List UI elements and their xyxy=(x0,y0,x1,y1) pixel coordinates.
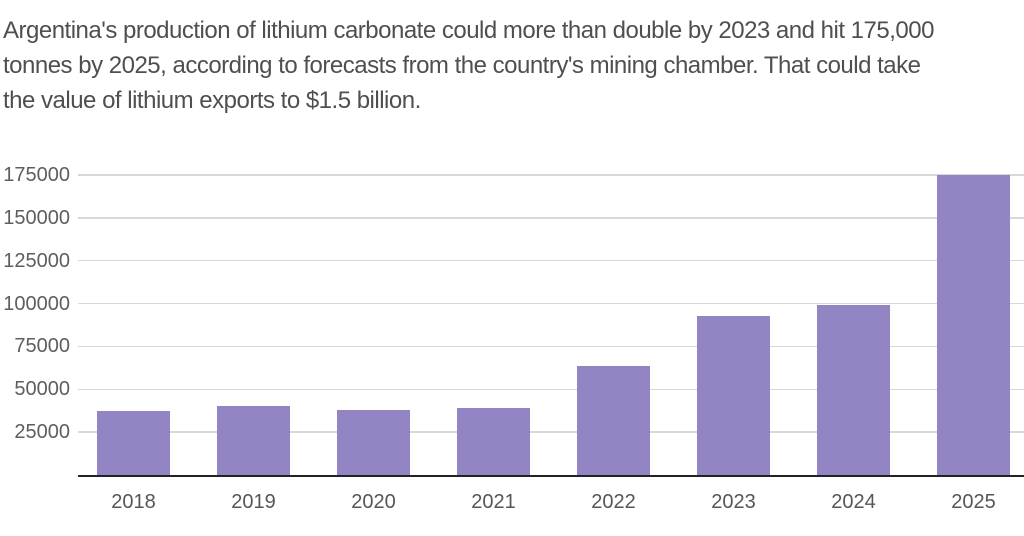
x-axis-tick-label-2023: 2023 xyxy=(711,491,756,513)
y-axis-tick-label-25000: 25000 xyxy=(14,421,70,444)
gridline-75000 xyxy=(78,345,1024,348)
gridline-50000 xyxy=(78,388,1024,391)
y-axis-tick-label-100000: 100000 xyxy=(3,292,70,315)
bar-2025 xyxy=(937,175,1010,475)
y-axis-tick-label-175000: 175000 xyxy=(3,164,70,186)
gridline-175000 xyxy=(78,174,1024,176)
y-axis-tick-label-150000: 150000 xyxy=(3,206,70,229)
gridline-125000 xyxy=(78,259,1024,262)
bar-2020 xyxy=(337,409,410,475)
y-axis-tick-label-50000: 50000 xyxy=(14,378,70,401)
x-axis-tick-label-2020: 2020 xyxy=(351,491,396,513)
bar-2019 xyxy=(217,406,290,475)
x-axis-tick-label-2025: 2025 xyxy=(951,491,996,513)
x-axis-tick-label-2018: 2018 xyxy=(111,491,156,513)
chart-description-line-2: tonnes by 2025, according to forecasts f… xyxy=(3,52,921,79)
chart-description-line-3: the value of lithium exports to $1.5 bil… xyxy=(3,87,421,114)
gridline-100000 xyxy=(78,302,1024,305)
x-axis-tick-label-2019: 2019 xyxy=(231,491,276,513)
x-axis-line xyxy=(78,474,1024,477)
x-axis-tick-label-2021: 2021 xyxy=(471,491,516,513)
gridline-150000 xyxy=(78,217,1024,219)
gridline-25000 xyxy=(78,431,1024,433)
chart-description-line-1: Argentina's production of lithium carbon… xyxy=(3,17,934,44)
x-axis-tick-label-2022: 2022 xyxy=(591,491,636,513)
bar-2023 xyxy=(697,315,770,475)
bar-2018 xyxy=(97,410,170,475)
bar-2022 xyxy=(577,366,650,475)
bar-2021 xyxy=(457,408,530,475)
chart-description: Argentina's production of lithium carbon… xyxy=(3,13,1021,118)
bar-2024 xyxy=(817,305,890,475)
y-axis-tick-label-125000: 125000 xyxy=(3,249,70,272)
x-axis-tick-label-2024: 2024 xyxy=(831,491,876,513)
y-axis-tick-label-75000: 75000 xyxy=(14,335,70,358)
